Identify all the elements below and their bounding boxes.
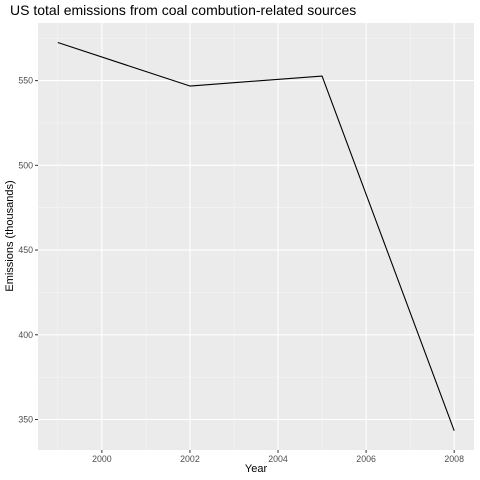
y-tick-label: 500: [18, 160, 33, 170]
x-tick-label: 2008: [444, 454, 464, 464]
x-tick-label: 2002: [180, 454, 200, 464]
series-line: [57, 41, 455, 431]
y-tick-label: 350: [18, 415, 33, 425]
y-tick-label: 400: [18, 330, 33, 340]
x-tick-label: 2004: [268, 454, 288, 464]
major-gridlines: [38, 23, 474, 450]
y-axis-title: Emissions (thousands): [4, 180, 16, 291]
y-tick-label: 450: [18, 245, 33, 255]
minor-gridlines: [38, 23, 474, 450]
x-axis-title: Year: [245, 463, 268, 475]
plot-panel: [38, 23, 474, 450]
x-tick-label: 2006: [356, 454, 376, 464]
series-layer: [57, 41, 455, 431]
y-tick-label: 550: [18, 76, 33, 86]
chart-title: US total emissions from coal combution-r…: [10, 2, 356, 18]
x-tick-label: 2000: [92, 454, 112, 464]
x-axis: 2000 2002 2004 2006 2008: [92, 450, 464, 464]
y-axis: 350 400 450 500 550: [18, 76, 38, 425]
